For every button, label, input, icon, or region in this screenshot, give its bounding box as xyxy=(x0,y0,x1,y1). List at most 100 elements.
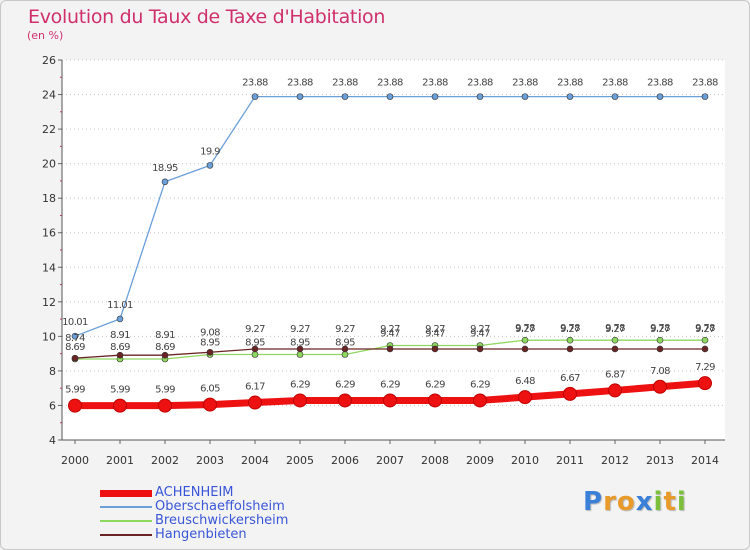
data-point xyxy=(296,93,304,100)
chart-title: Evolution du Taux de Taxe d'Habitation xyxy=(28,6,386,28)
data-label: 9.78 xyxy=(515,323,535,334)
legend-item: Oberschaeffolsheim xyxy=(100,500,288,514)
data-label: 18.95 xyxy=(152,163,178,174)
data-label: 9.27 xyxy=(605,324,625,335)
data-point xyxy=(203,397,217,412)
data-point xyxy=(521,345,529,353)
data-label: 23.88 xyxy=(692,78,718,89)
data-point xyxy=(341,93,349,100)
y-tick-label: 10 xyxy=(42,330,56,343)
x-tick-label: 2002 xyxy=(151,454,179,467)
plot-area xyxy=(62,60,725,440)
data-label: 9.47 xyxy=(470,329,490,340)
y-tick-label: 22 xyxy=(42,123,56,136)
data-point xyxy=(656,93,664,100)
data-point xyxy=(611,345,619,353)
data-label: 9.27 xyxy=(335,324,355,335)
y-tick-label: 20 xyxy=(42,158,56,171)
legend-swatch xyxy=(100,520,152,522)
x-tick-label: 2003 xyxy=(196,454,224,467)
data-label: 9.27 xyxy=(560,324,580,335)
data-label: 23.88 xyxy=(422,78,448,89)
data-point xyxy=(518,390,532,405)
data-label: 5.99 xyxy=(110,385,130,396)
y-tick-label: 26 xyxy=(42,54,56,67)
data-label: 9.27 xyxy=(245,324,265,335)
data-label: 6.17 xyxy=(245,382,265,393)
data-label: 9.47 xyxy=(380,329,400,340)
data-label: 11.01 xyxy=(107,300,133,311)
data-label: 23.88 xyxy=(242,78,268,89)
chart-unit-label: (en %) xyxy=(27,29,64,42)
data-label: 8.95 xyxy=(200,338,220,349)
legend-label: Breuschwickersheim xyxy=(155,513,289,528)
legend-label: Oberschaeffolsheim xyxy=(155,499,285,514)
data-label: 9.27 xyxy=(290,324,310,335)
data-point xyxy=(248,395,262,410)
data-label: 8.69 xyxy=(65,342,85,353)
data-label: 19.9 xyxy=(200,146,220,157)
data-point xyxy=(611,336,619,344)
data-point xyxy=(116,315,124,323)
x-tick-label: 2011 xyxy=(556,454,584,467)
x-tick-label: 2010 xyxy=(511,454,539,467)
data-point xyxy=(251,93,259,100)
x-tick-label: 2014 xyxy=(691,454,719,467)
data-point xyxy=(431,93,439,100)
data-point xyxy=(608,383,622,398)
data-point xyxy=(71,332,79,340)
data-label: 6.29 xyxy=(380,379,400,390)
x-tick-label: 2009 xyxy=(466,454,494,467)
data-point xyxy=(656,345,664,353)
data-label: 7.08 xyxy=(650,366,670,377)
data-point xyxy=(116,351,124,359)
data-point xyxy=(611,93,619,100)
y-tick-label: 18 xyxy=(42,192,56,205)
data-point xyxy=(566,93,574,100)
data-label: 9.27 xyxy=(425,324,445,335)
data-label: 9.08 xyxy=(200,327,220,338)
data-label: 23.88 xyxy=(467,78,493,89)
y-tick-label: 4 xyxy=(49,434,56,447)
legend-swatch xyxy=(100,489,152,497)
data-label: 6.29 xyxy=(425,379,445,390)
data-point xyxy=(431,345,439,353)
data-point xyxy=(566,336,574,344)
data-point xyxy=(341,345,349,353)
data-point xyxy=(206,162,214,169)
legend-label: Hangenbieten xyxy=(155,527,247,542)
legend: ACHENHEIM Oberschaeffolsheim Breuschwicker… xyxy=(100,486,288,542)
legend-swatch xyxy=(100,506,152,508)
data-label: 9.78 xyxy=(560,323,580,334)
data-point xyxy=(251,351,259,358)
data-point xyxy=(386,345,394,353)
proxiti-logo: Proxiti xyxy=(583,487,687,517)
data-label: 23.88 xyxy=(647,78,673,89)
data-label: 23.88 xyxy=(377,78,403,89)
data-label: 9.47 xyxy=(425,329,445,340)
data-point xyxy=(521,336,529,344)
data-label: 23.88 xyxy=(512,78,538,89)
data-point xyxy=(296,351,304,358)
data-label: 9.27 xyxy=(470,324,490,335)
legend-swatch xyxy=(100,534,152,536)
data-label: 8.69 xyxy=(110,342,130,353)
data-label: 6.48 xyxy=(515,376,535,387)
data-point xyxy=(698,376,712,391)
data-label: 8.74 xyxy=(65,333,85,344)
legend-item: Hangenbieten xyxy=(100,528,288,542)
legend-label: ACHENHEIM xyxy=(155,485,234,500)
data-point xyxy=(296,345,304,353)
data-point xyxy=(701,336,709,344)
logo-letter: x xyxy=(635,487,654,517)
data-label: 6.29 xyxy=(290,379,310,390)
data-label: 6.29 xyxy=(470,379,490,390)
data-label: 9.27 xyxy=(650,324,670,335)
line-chart: 4 6 8 10 12 14 16 18 20 22 24 26 2000 2001 2002 2003 200… xyxy=(42,54,725,467)
data-point xyxy=(113,398,127,413)
data-label: 6.67 xyxy=(560,373,580,384)
data-label: 9.27 xyxy=(380,324,400,335)
x-tick-label: 2004 xyxy=(241,454,269,467)
y-tick-label: 24 xyxy=(42,89,56,102)
data-label: 23.88 xyxy=(287,78,313,89)
